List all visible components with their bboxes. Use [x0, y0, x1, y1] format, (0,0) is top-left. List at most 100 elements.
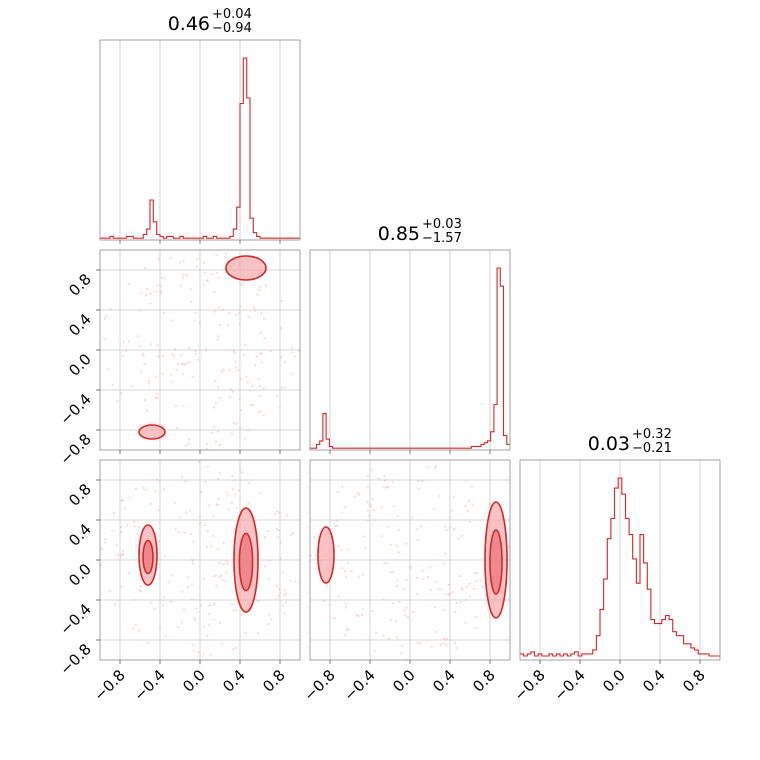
sample-point: [259, 331, 262, 334]
sample-point: [470, 485, 473, 488]
sample-point: [149, 422, 152, 425]
x-tick-label: 0.0: [599, 666, 629, 696]
sample-point: [259, 311, 263, 314]
sample-point: [143, 363, 146, 366]
sample-point: [234, 646, 237, 650]
sample-point: [145, 287, 149, 291]
sample-point: [204, 481, 207, 484]
sample-point: [429, 588, 432, 591]
sample-point: [235, 506, 238, 509]
sample-point: [358, 493, 361, 496]
sample-point: [194, 349, 197, 353]
sample-point: [222, 542, 225, 545]
sample-point: [267, 623, 270, 626]
sample-point: [277, 594, 280, 597]
sample-point: [488, 502, 491, 505]
sample-point: [371, 609, 374, 613]
sample-point: [156, 344, 159, 347]
x-tick-label: −0.8: [510, 666, 548, 704]
sample-point: [217, 306, 221, 309]
sample-point: [199, 604, 202, 607]
sample-point: [187, 442, 190, 445]
sample-point: [466, 509, 469, 513]
sample-point: [259, 353, 262, 356]
sample-point: [357, 576, 360, 579]
sample-point: [449, 516, 452, 520]
sample-point: [220, 642, 224, 645]
sample-point: [216, 477, 220, 480]
sample-point: [355, 614, 358, 617]
sample-point: [121, 499, 124, 502]
sample-point: [104, 541, 107, 544]
sample-point: [234, 493, 237, 496]
sample-point: [427, 575, 430, 579]
sample-point: [171, 353, 174, 356]
sample-point: [100, 547, 103, 550]
sample-point: [405, 606, 408, 609]
sample-point: [239, 409, 242, 412]
sample-point: [204, 271, 207, 274]
sample-point: [148, 382, 151, 385]
sample-point: [283, 593, 286, 596]
sample-point: [259, 492, 262, 495]
sample-point: [186, 274, 189, 277]
sample-point: [246, 381, 249, 384]
sample-point: [269, 349, 272, 353]
sample-point: [213, 310, 216, 313]
sample-point: [367, 514, 370, 517]
sample-point: [390, 571, 393, 574]
sample-point: [193, 616, 196, 620]
sample-point: [357, 614, 360, 618]
sample-point: [291, 531, 295, 535]
sample-point: [469, 595, 472, 598]
sample-point: [214, 402, 218, 405]
sample-point: [280, 326, 283, 330]
sample-point: [206, 545, 209, 549]
sample-point: [184, 480, 187, 483]
sample-point: [200, 490, 203, 493]
sample-point: [286, 514, 289, 517]
sample-point: [155, 478, 158, 481]
sample-point: [157, 355, 160, 358]
sample-point: [252, 306, 256, 310]
sample-point: [170, 373, 173, 376]
sample-point: [120, 392, 123, 395]
sample-point: [435, 580, 438, 584]
x-tick-label: 0.4: [219, 666, 249, 696]
sample-point: [198, 516, 202, 519]
sample-point: [160, 276, 164, 279]
sample-point: [334, 524, 337, 527]
sample-point: [121, 499, 124, 502]
sample-point: [195, 265, 198, 268]
sample-point: [238, 398, 242, 401]
sample-point: [280, 356, 283, 359]
y-tick-label: 0.4: [65, 520, 95, 550]
sample-point: [336, 524, 339, 528]
sample-point: [196, 611, 199, 614]
sample-point: [459, 574, 462, 578]
sample-point: [238, 467, 242, 471]
sample-point: [192, 649, 195, 652]
sample-point: [314, 554, 317, 557]
sample-point: [400, 652, 403, 655]
contour-outer: [225, 255, 267, 281]
sample-point: [180, 354, 183, 357]
sample-point: [481, 585, 484, 589]
sample-point: [185, 444, 188, 447]
sample-point: [447, 583, 451, 586]
sample-point: [471, 503, 474, 506]
sample-point: [268, 613, 271, 616]
sample-point: [372, 508, 375, 512]
sample-point: [213, 602, 216, 606]
sample-point: [163, 277, 166, 280]
sample-point: [212, 534, 215, 538]
sample-point: [445, 644, 448, 647]
sample-point: [216, 386, 220, 389]
sample-point: [461, 587, 464, 590]
sample-point: [215, 440, 218, 443]
sample-point: [212, 406, 216, 409]
sample-point: [240, 283, 243, 286]
sample-point: [398, 600, 401, 603]
sample-point: [207, 504, 211, 507]
sample-point: [313, 536, 316, 539]
